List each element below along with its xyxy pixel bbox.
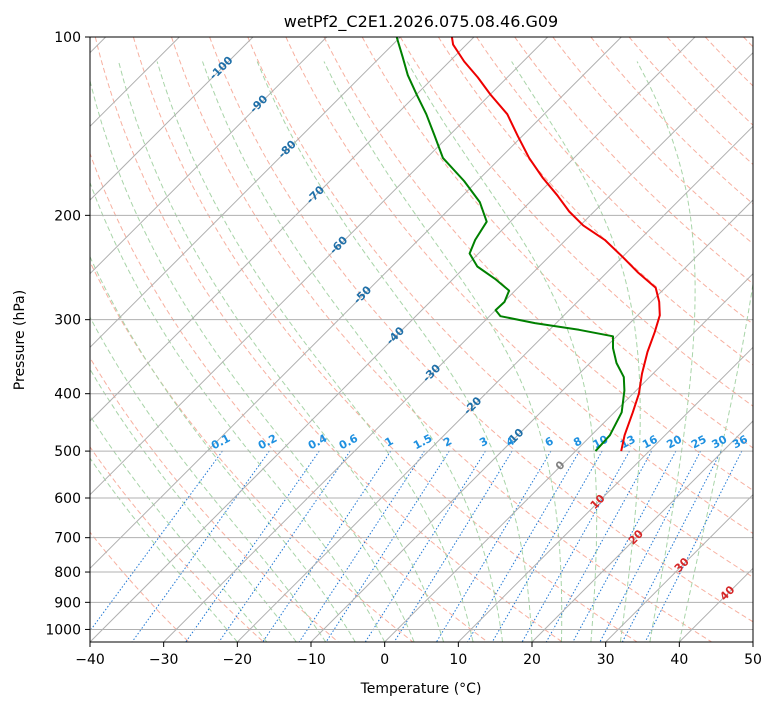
- mixing-ratio-line: [218, 450, 351, 642]
- mixing-ratio-line: [90, 450, 223, 632]
- dewpoint-line: [395, 37, 626, 452]
- profile-lines: [395, 37, 661, 452]
- y-tick-label: 1000: [45, 622, 81, 638]
- isotherm-line: [90, 37, 254, 201]
- y-tick-label: 600: [54, 491, 81, 507]
- mixing-ratio-label: 36: [730, 433, 750, 452]
- mixing-ratio-line: [545, 450, 653, 642]
- x-tick-label: 30: [597, 652, 615, 668]
- dry-adiabat: [171, 37, 712, 642]
- y-tick-label: 200: [54, 208, 81, 224]
- dry-adiabat: [628, 37, 753, 166]
- plot-frame: [89, 36, 754, 643]
- moist-adiabat: [678, 280, 753, 642]
- mixing-ratio-label: 20: [664, 433, 684, 452]
- mixing-ratio-line: [521, 450, 630, 642]
- dry-adiabat: [90, 260, 414, 642]
- y-tick-label: 100: [54, 30, 81, 46]
- x-tick-label: −30: [149, 652, 179, 668]
- isotherm-line: [90, 37, 549, 496]
- x-tick-label: −20: [223, 652, 253, 668]
- mixing-ratio-line: [298, 450, 425, 642]
- isotherm-line: [90, 37, 475, 422]
- mixing-ratio-line: [621, 450, 722, 642]
- mixing-ratio-label: 16: [640, 433, 660, 452]
- isotherm-line: [531, 420, 753, 642]
- x-axis-label: Temperature (°C): [360, 681, 482, 697]
- x-axis: −40 −30 −20 −10 0 10 20 30 40 50: [75, 642, 762, 668]
- y-tick-label: 700: [54, 531, 81, 547]
- moist-adiabat: [90, 255, 356, 642]
- moist-adiabat: [90, 316, 327, 642]
- dry-adiabat: [132, 37, 638, 642]
- y-axis: 100 200 300 400 500 600 700 800 900 1000: [45, 30, 90, 638]
- x-tick-label: −40: [75, 652, 105, 668]
- moist-adiabat: [636, 61, 696, 642]
- isotherm-line: [163, 51, 753, 642]
- moist-adiabat: [406, 61, 598, 642]
- moist-adiabat: [256, 61, 533, 642]
- dry-adiabat: [247, 37, 753, 578]
- dry-adiabat: [285, 37, 753, 535]
- y-tick-label: 800: [54, 565, 81, 581]
- y-tick-label: 400: [54, 387, 81, 403]
- moist-adiabat: [323, 61, 563, 642]
- mixing-ratio-line: [131, 450, 270, 642]
- y-tick-label: 500: [54, 444, 81, 460]
- dry-adiabat: [90, 152, 488, 642]
- isotherm-line: [457, 346, 753, 642]
- moist-adiabat: [511, 61, 641, 642]
- mixing-ratio-label: 25: [689, 433, 709, 452]
- mixing-ratio-line: [572, 450, 677, 642]
- dry-adiabat: [94, 37, 563, 642]
- mixing-ratio-line: [185, 450, 320, 642]
- isotherm-line: [90, 37, 622, 570]
- dry-adiabat: [437, 37, 753, 366]
- mixing-ratio-label: 10: [591, 433, 611, 452]
- temperature-line: [450, 37, 661, 452]
- mixing-ratio-line: [599, 450, 701, 642]
- x-tick-label: 40: [670, 652, 688, 668]
- y-tick-label: 900: [54, 595, 81, 611]
- dry-adiabat: [399, 37, 753, 407]
- x-tick-label: 0: [380, 652, 389, 668]
- mixing-ratio-line: [325, 450, 450, 642]
- dry-adiabat: [514, 37, 753, 285]
- moist-adiabat: [202, 61, 503, 642]
- moist-adiabat: [90, 181, 386, 642]
- y-tick-label: 300: [54, 313, 81, 329]
- isotherm-line: [90, 37, 696, 642]
- isotherm-line: [236, 125, 753, 642]
- isotherm-line: [384, 272, 753, 642]
- dry-adiabat: [209, 37, 753, 623]
- x-tick-label: 10: [449, 652, 467, 668]
- mixing-ratio-line: [393, 450, 513, 642]
- dry-adiabat: [323, 37, 753, 491]
- isotherm-line: [605, 493, 753, 642]
- moist-adiabat: [156, 61, 474, 642]
- moist-adiabat: [90, 368, 297, 642]
- plot-area: [90, 37, 753, 642]
- y-axis-label: Pressure (hPa): [12, 290, 28, 390]
- isotherm-line: [90, 37, 401, 349]
- mixing-ratio-line: [364, 450, 486, 642]
- x-tick-label: 50: [744, 652, 762, 668]
- isotherm-line: [90, 37, 328, 275]
- chart-title: wetPf2_C2E1.2026.075.08.46.G09: [284, 12, 558, 32]
- dry-adiabat: [90, 446, 264, 642]
- mixing-ratio-label: 30: [710, 433, 730, 452]
- x-tick-label: 20: [523, 652, 541, 668]
- moist-adiabat: [90, 78, 415, 642]
- x-tick-label: −10: [296, 652, 326, 668]
- dry-adiabat: [552, 37, 753, 245]
- mixing-ratio-line: [644, 450, 743, 642]
